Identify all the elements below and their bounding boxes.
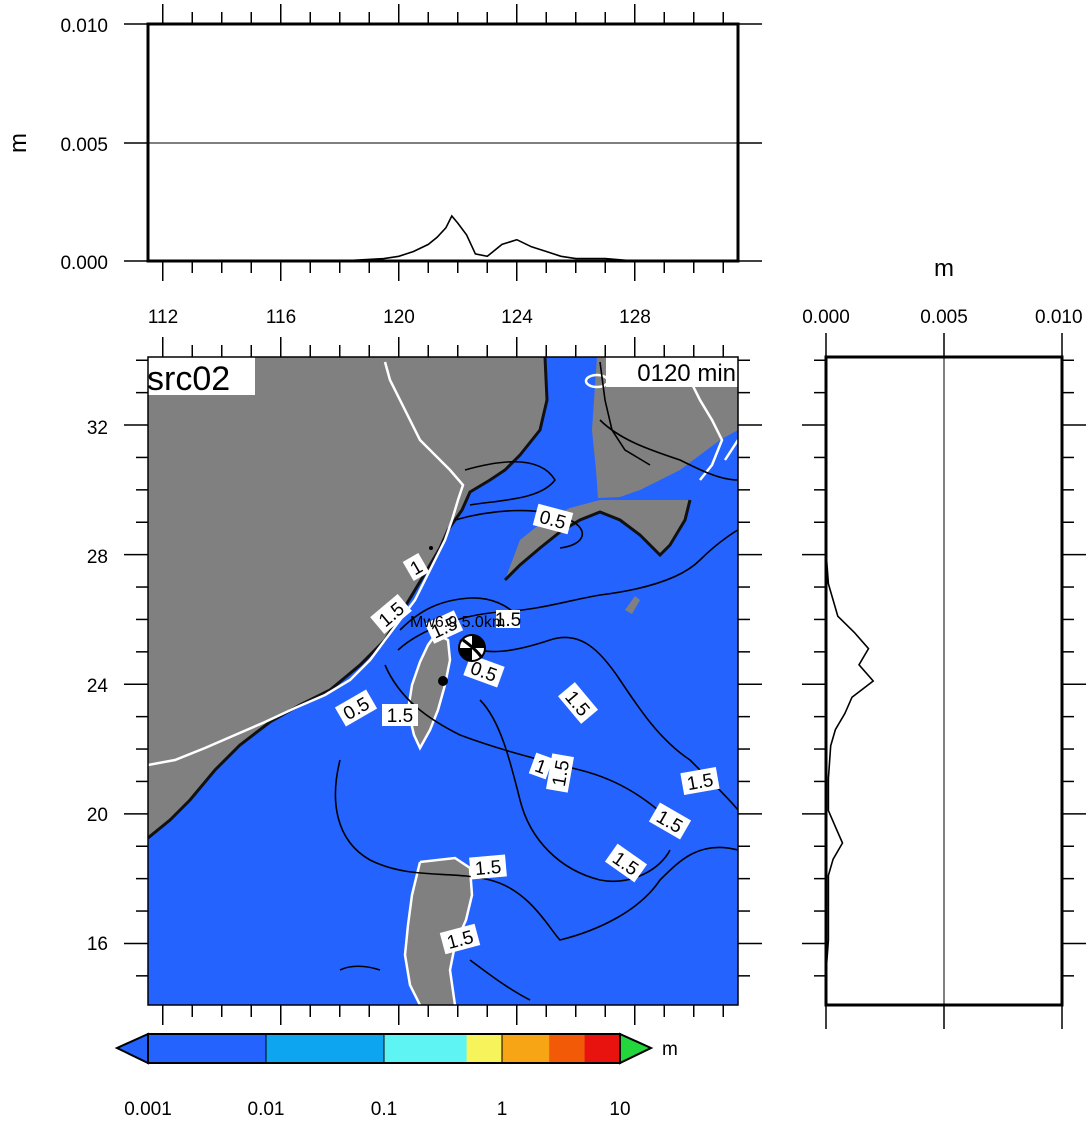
map-y-tick-label: 20: [87, 805, 108, 826]
station-marker: [429, 546, 433, 550]
top-x-tick-label: 116: [266, 307, 296, 328]
top-y-tick-label: 0.005: [60, 135, 108, 156]
land-east-china-sea-patch: [505, 500, 600, 580]
contour-line: [599, 361, 651, 466]
coastline: [503, 499, 692, 582]
side-profile-ticks: [802, 333, 1086, 1029]
map-y-tick-label: 28: [87, 547, 108, 568]
colorbar-over-arrow: [619, 1032, 654, 1065]
top-x-tick-label: 112: [148, 307, 178, 328]
contour-label: 1: [402, 552, 430, 582]
colorbar-tick-label: 0.001: [124, 1099, 172, 1120]
contour-label: 1.5: [680, 767, 720, 795]
contour-line: [399, 597, 521, 631]
land-korea: [592, 357, 738, 498]
top-y-axis-label: m: [5, 133, 32, 153]
colorbar-tick-label: 10: [609, 1099, 630, 1120]
top-y-tick-label: 0.010: [60, 16, 108, 37]
colorbar-tick-label: 0.1: [371, 1099, 397, 1120]
contour-line: [599, 419, 738, 481]
top-profile-ticks: [124, 4, 762, 281]
colorbar-tick-label: 1: [497, 1099, 508, 1120]
station-marker: [438, 676, 448, 686]
colorbar-unit: m: [662, 1039, 678, 1060]
land-japan-patch: [600, 500, 690, 555]
top-profile-series: [162, 214, 724, 261]
time-label: 0120 min: [637, 360, 736, 387]
colorbar-segment: [584, 1034, 621, 1063]
contour-label: 1: [528, 752, 554, 780]
colorbar-frame: [147, 1033, 621, 1064]
colorbar-segment: [266, 1034, 385, 1063]
coastline: [148, 357, 549, 840]
map-y-tick-label: 32: [87, 418, 108, 439]
land-taiwan: [408, 634, 450, 748]
reference-coastline: [406, 632, 452, 751]
colorbar-segment: [466, 1034, 503, 1063]
svg-text:1.5: 1.5: [474, 857, 502, 880]
contour-label: 1.5: [382, 704, 418, 727]
colorbar-segment: [148, 1034, 267, 1063]
top-x-tick-label: 128: [619, 307, 651, 328]
land-mainland-china: [148, 357, 547, 838]
colorbar-under-arrow: [114, 1032, 149, 1065]
contour-line: [334, 759, 738, 941]
map-panel: 0.5 1 1.5 1.5 0.5 1.5 0.5 1.5: [87, 337, 762, 1025]
svg-text:1.5: 1.5: [549, 758, 574, 788]
reference-coastline: [148, 361, 465, 767]
side-x-tick-label: 0.000: [802, 307, 850, 328]
svg-text:1.5: 1.5: [685, 770, 715, 795]
contour-line: [464, 461, 556, 506]
svg-text:1.5: 1.5: [387, 706, 413, 727]
contour-label: 1.5: [469, 854, 507, 880]
contour-label: 1.5: [546, 753, 574, 793]
source-label-box: [144, 357, 255, 395]
side-x-tick-label: 0.010: [1035, 307, 1083, 328]
time-label-box: [606, 357, 738, 387]
land-luzon: [405, 858, 472, 1005]
land-island: [660, 396, 673, 408]
land-island: [625, 596, 640, 614]
colorbar-tick-label: 0.01: [248, 1099, 285, 1120]
top-profile-panel: 0.010 0.005 0.000 m 112 116 120 124 128: [5, 4, 762, 328]
side-profile-series: [826, 357, 875, 1005]
top-x-tick-label: 120: [383, 307, 415, 328]
contour-line: [339, 965, 381, 971]
epicenter-label: Mw6.9 5.0km: [410, 614, 505, 631]
map-ticks: [124, 337, 762, 1025]
contour-line: [469, 959, 531, 1001]
top-y-tick-label: 0.000: [60, 253, 108, 274]
colorbar-segment: [502, 1034, 550, 1063]
contour-line: [384, 664, 681, 831]
source-label: src02: [147, 360, 230, 398]
map-frame: [147, 356, 739, 1006]
reference-coastline: [403, 856, 474, 1005]
side-profile-panel: m 0.000 0.005 0.010: [802, 255, 1086, 1029]
side-x-axis-label: m: [934, 255, 954, 282]
contour-label: 1.5: [495, 610, 521, 631]
contour-line: [397, 529, 738, 651]
focal-mechanism-beachball: [458, 634, 486, 662]
map-y-tick-label: 16: [87, 934, 108, 955]
colorbar-segment: [384, 1034, 468, 1063]
top-x-tick-label: 124: [501, 307, 533, 328]
side-x-tick-label: 0.005: [920, 307, 968, 328]
colorbar-segment: [549, 1034, 586, 1063]
colorbar: m 0.001 0.01 0.1 1 10: [114, 1032, 678, 1120]
svg-text:1.5: 1.5: [495, 610, 521, 631]
map-y-tick-label: 24: [87, 676, 109, 697]
